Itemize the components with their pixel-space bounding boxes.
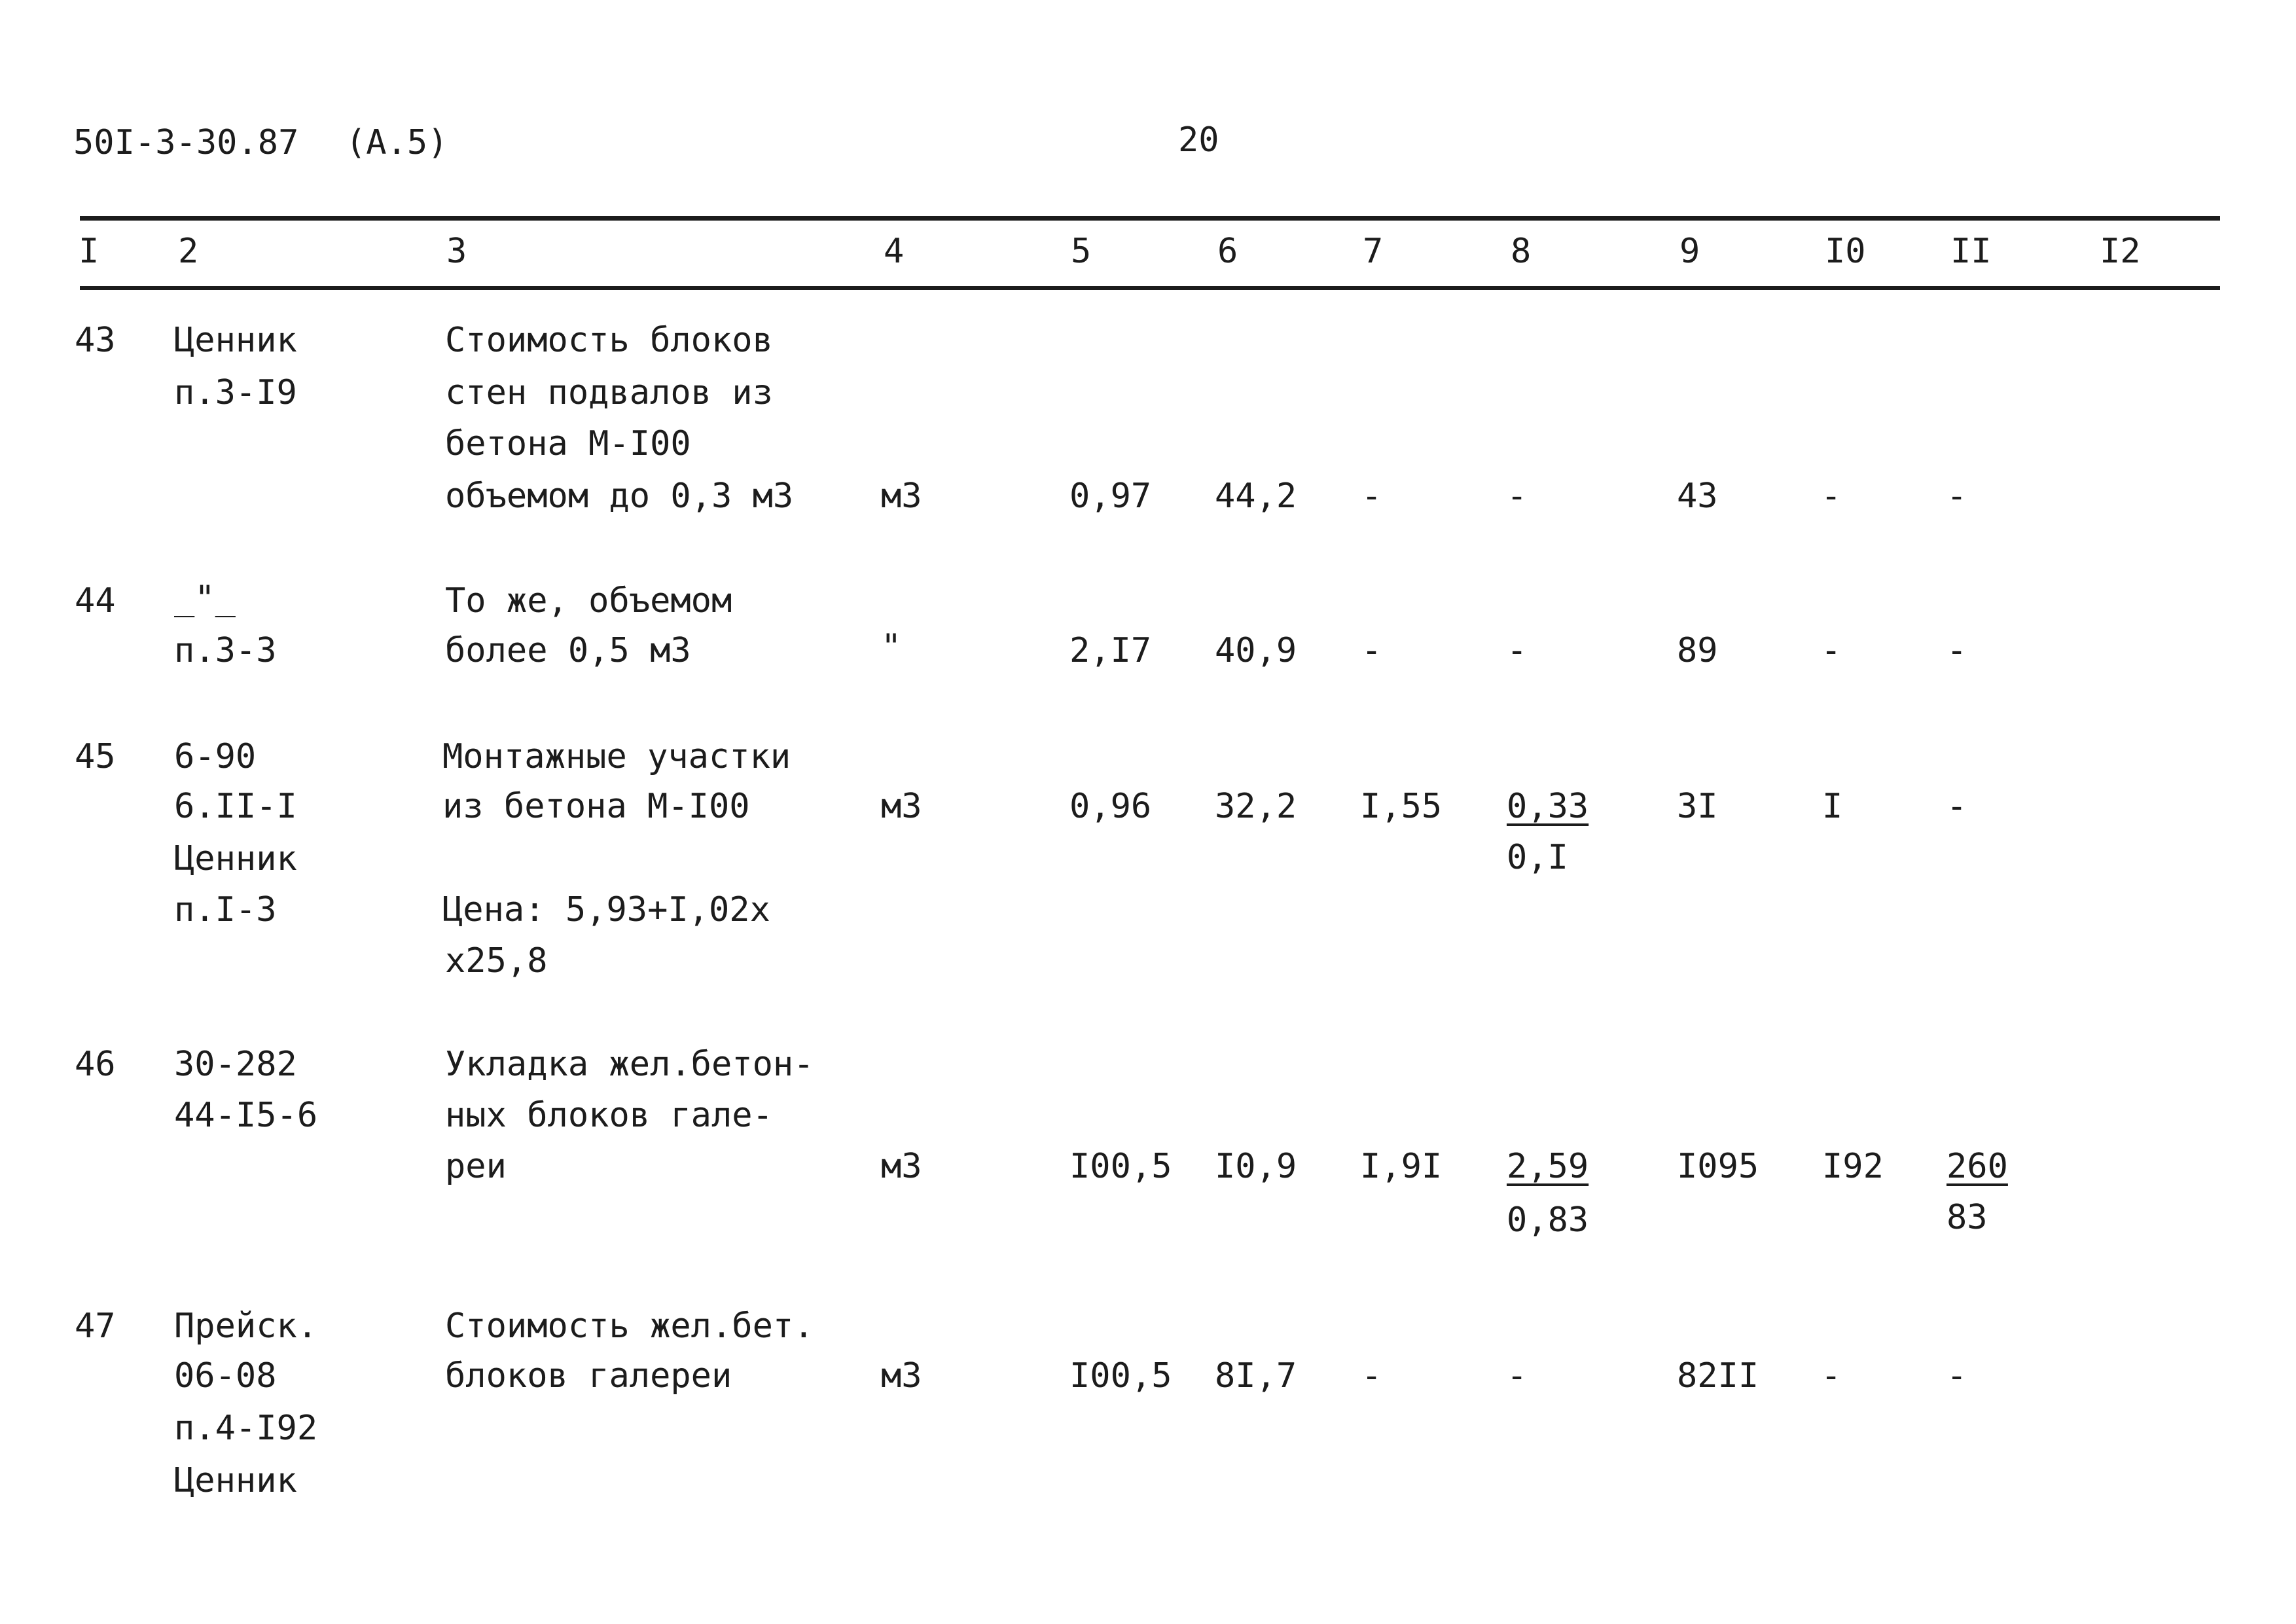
item-name-line: объемом до 0,3 м3	[445, 477, 794, 516]
basis-line: _"_	[174, 579, 236, 618]
basis-line: Прейск.	[174, 1307, 318, 1346]
column-8-cell: -	[1507, 1356, 1528, 1396]
column-11-cell: -	[1946, 631, 1967, 670]
column-10-cell: I	[1822, 787, 1843, 826]
column-8-cell: -	[1507, 477, 1528, 516]
column-8-numerator: 2,59	[1507, 1147, 1589, 1186]
unit-price-cell: 8I,7	[1215, 1356, 1297, 1396]
column-header: 5	[1071, 232, 1092, 271]
unit-cell: "	[881, 627, 902, 666]
column-11-cell: -	[1946, 787, 1967, 826]
column-9-cell: 43	[1677, 477, 1718, 516]
column-header: I0	[1825, 232, 1866, 271]
item-name-line: бетона М-I00	[445, 424, 691, 463]
column-9-cell: 89	[1677, 631, 1718, 670]
column-7-cell: I,55	[1360, 787, 1443, 826]
column-8-cell: -	[1507, 631, 1528, 670]
column-header: 8	[1511, 232, 1532, 271]
column-7-cell: -	[1361, 1356, 1382, 1396]
item-name-line: То же, объемом	[445, 581, 732, 621]
item-name-line: стен подвалов из	[445, 373, 773, 412]
price-note-line: Цена: 5,93+I,02х	[442, 890, 770, 929]
column-11-cell: -	[1946, 477, 1967, 516]
column-header: I2	[2100, 232, 2141, 271]
basis-line: п.4-I92	[174, 1409, 318, 1448]
row-number: 44	[75, 581, 116, 621]
column-10-cell: -	[1821, 1356, 1842, 1396]
column-header: 7	[1363, 232, 1384, 271]
item-name-line: блоков галереи	[445, 1356, 732, 1396]
basis-line: Ценник	[174, 1461, 297, 1500]
item-name-line: Стоимость жел.бет.	[445, 1307, 814, 1346]
page-number: 20	[1178, 120, 1219, 160]
column-9-cell: 3I	[1677, 787, 1718, 826]
column-9-cell: 82II	[1677, 1356, 1759, 1396]
item-name-line: ных блоков гале-	[445, 1096, 773, 1135]
unit-price-cell: I0,9	[1215, 1147, 1297, 1186]
basis-line: п.I-3	[174, 890, 277, 929]
table-header-rule	[80, 286, 2220, 290]
quantity-cell: 0,97	[1069, 477, 1152, 516]
unit-cell: м3	[881, 1147, 922, 1186]
column-7-cell: -	[1361, 477, 1382, 516]
basis-line: Ценник	[174, 839, 297, 878]
quantity-cell: 0,96	[1069, 787, 1152, 826]
column-header: 4	[884, 232, 905, 271]
item-name-line: из бетона М-I00	[442, 787, 750, 826]
column-7-cell: I,9I	[1360, 1147, 1443, 1186]
column-header: 2	[178, 232, 199, 271]
row-number: 46	[75, 1045, 116, 1084]
column-8-numerator: 0,33	[1507, 787, 1589, 826]
column-10-cell: -	[1821, 477, 1842, 516]
row-number: 43	[75, 321, 116, 360]
column-11-denominator: 83	[1946, 1198, 1988, 1237]
basis-line: 30-282	[174, 1045, 297, 1084]
basis-line: п.3-3	[174, 631, 277, 670]
quantity-cell: 2,I7	[1069, 631, 1152, 670]
basis-line: Ценник	[174, 321, 297, 360]
unit-price-cell: 44,2	[1215, 477, 1297, 516]
row-number: 45	[75, 737, 116, 776]
unit-cell: м3	[881, 1356, 922, 1396]
column-8-denominator: 0,83	[1507, 1200, 1589, 1240]
unit-price-cell: 32,2	[1215, 787, 1297, 826]
table-top-rule	[80, 216, 2220, 221]
basis-line: 06-08	[174, 1356, 277, 1396]
quantity-cell: I00,5	[1069, 1356, 1172, 1396]
column-10-cell: I92	[1822, 1147, 1884, 1186]
row-number: 47	[75, 1307, 116, 1346]
item-name-line: Укладка жел.бетон-	[445, 1045, 814, 1084]
column-header: 3	[446, 232, 467, 271]
column-header: I	[79, 232, 99, 271]
item-name-line: реи	[445, 1147, 507, 1186]
price-note-line: х25,8	[445, 941, 548, 981]
column-8-denominator: 0,I	[1507, 838, 1568, 877]
item-name-line: более 0,5 м3	[445, 631, 691, 670]
column-header: 9	[1679, 232, 1700, 271]
quantity-cell: I00,5	[1069, 1147, 1172, 1186]
basis-line: 6.II-I	[174, 787, 297, 826]
document-code: 50I-3-30.87	[73, 123, 299, 162]
column-11-cell: -	[1946, 1356, 1967, 1396]
document-part: (А.5)	[346, 123, 448, 162]
column-7-cell: -	[1361, 631, 1382, 670]
unit-price-cell: 40,9	[1215, 631, 1297, 670]
unit-cell: м3	[881, 787, 922, 826]
item-name-line: Монтажные участки	[442, 737, 791, 776]
basis-line: 44-I5-6	[174, 1096, 318, 1135]
column-10-cell: -	[1821, 631, 1842, 670]
column-9-cell: I095	[1677, 1147, 1759, 1186]
column-11-numerator: 260	[1946, 1147, 2008, 1186]
unit-cell: м3	[881, 477, 922, 516]
column-header: II	[1950, 232, 1992, 271]
basis-line: п.3-I9	[174, 373, 297, 412]
item-name-line: Стоимость блоков	[445, 321, 773, 360]
column-header: 6	[1217, 232, 1238, 271]
basis-line: 6-90	[174, 737, 257, 776]
